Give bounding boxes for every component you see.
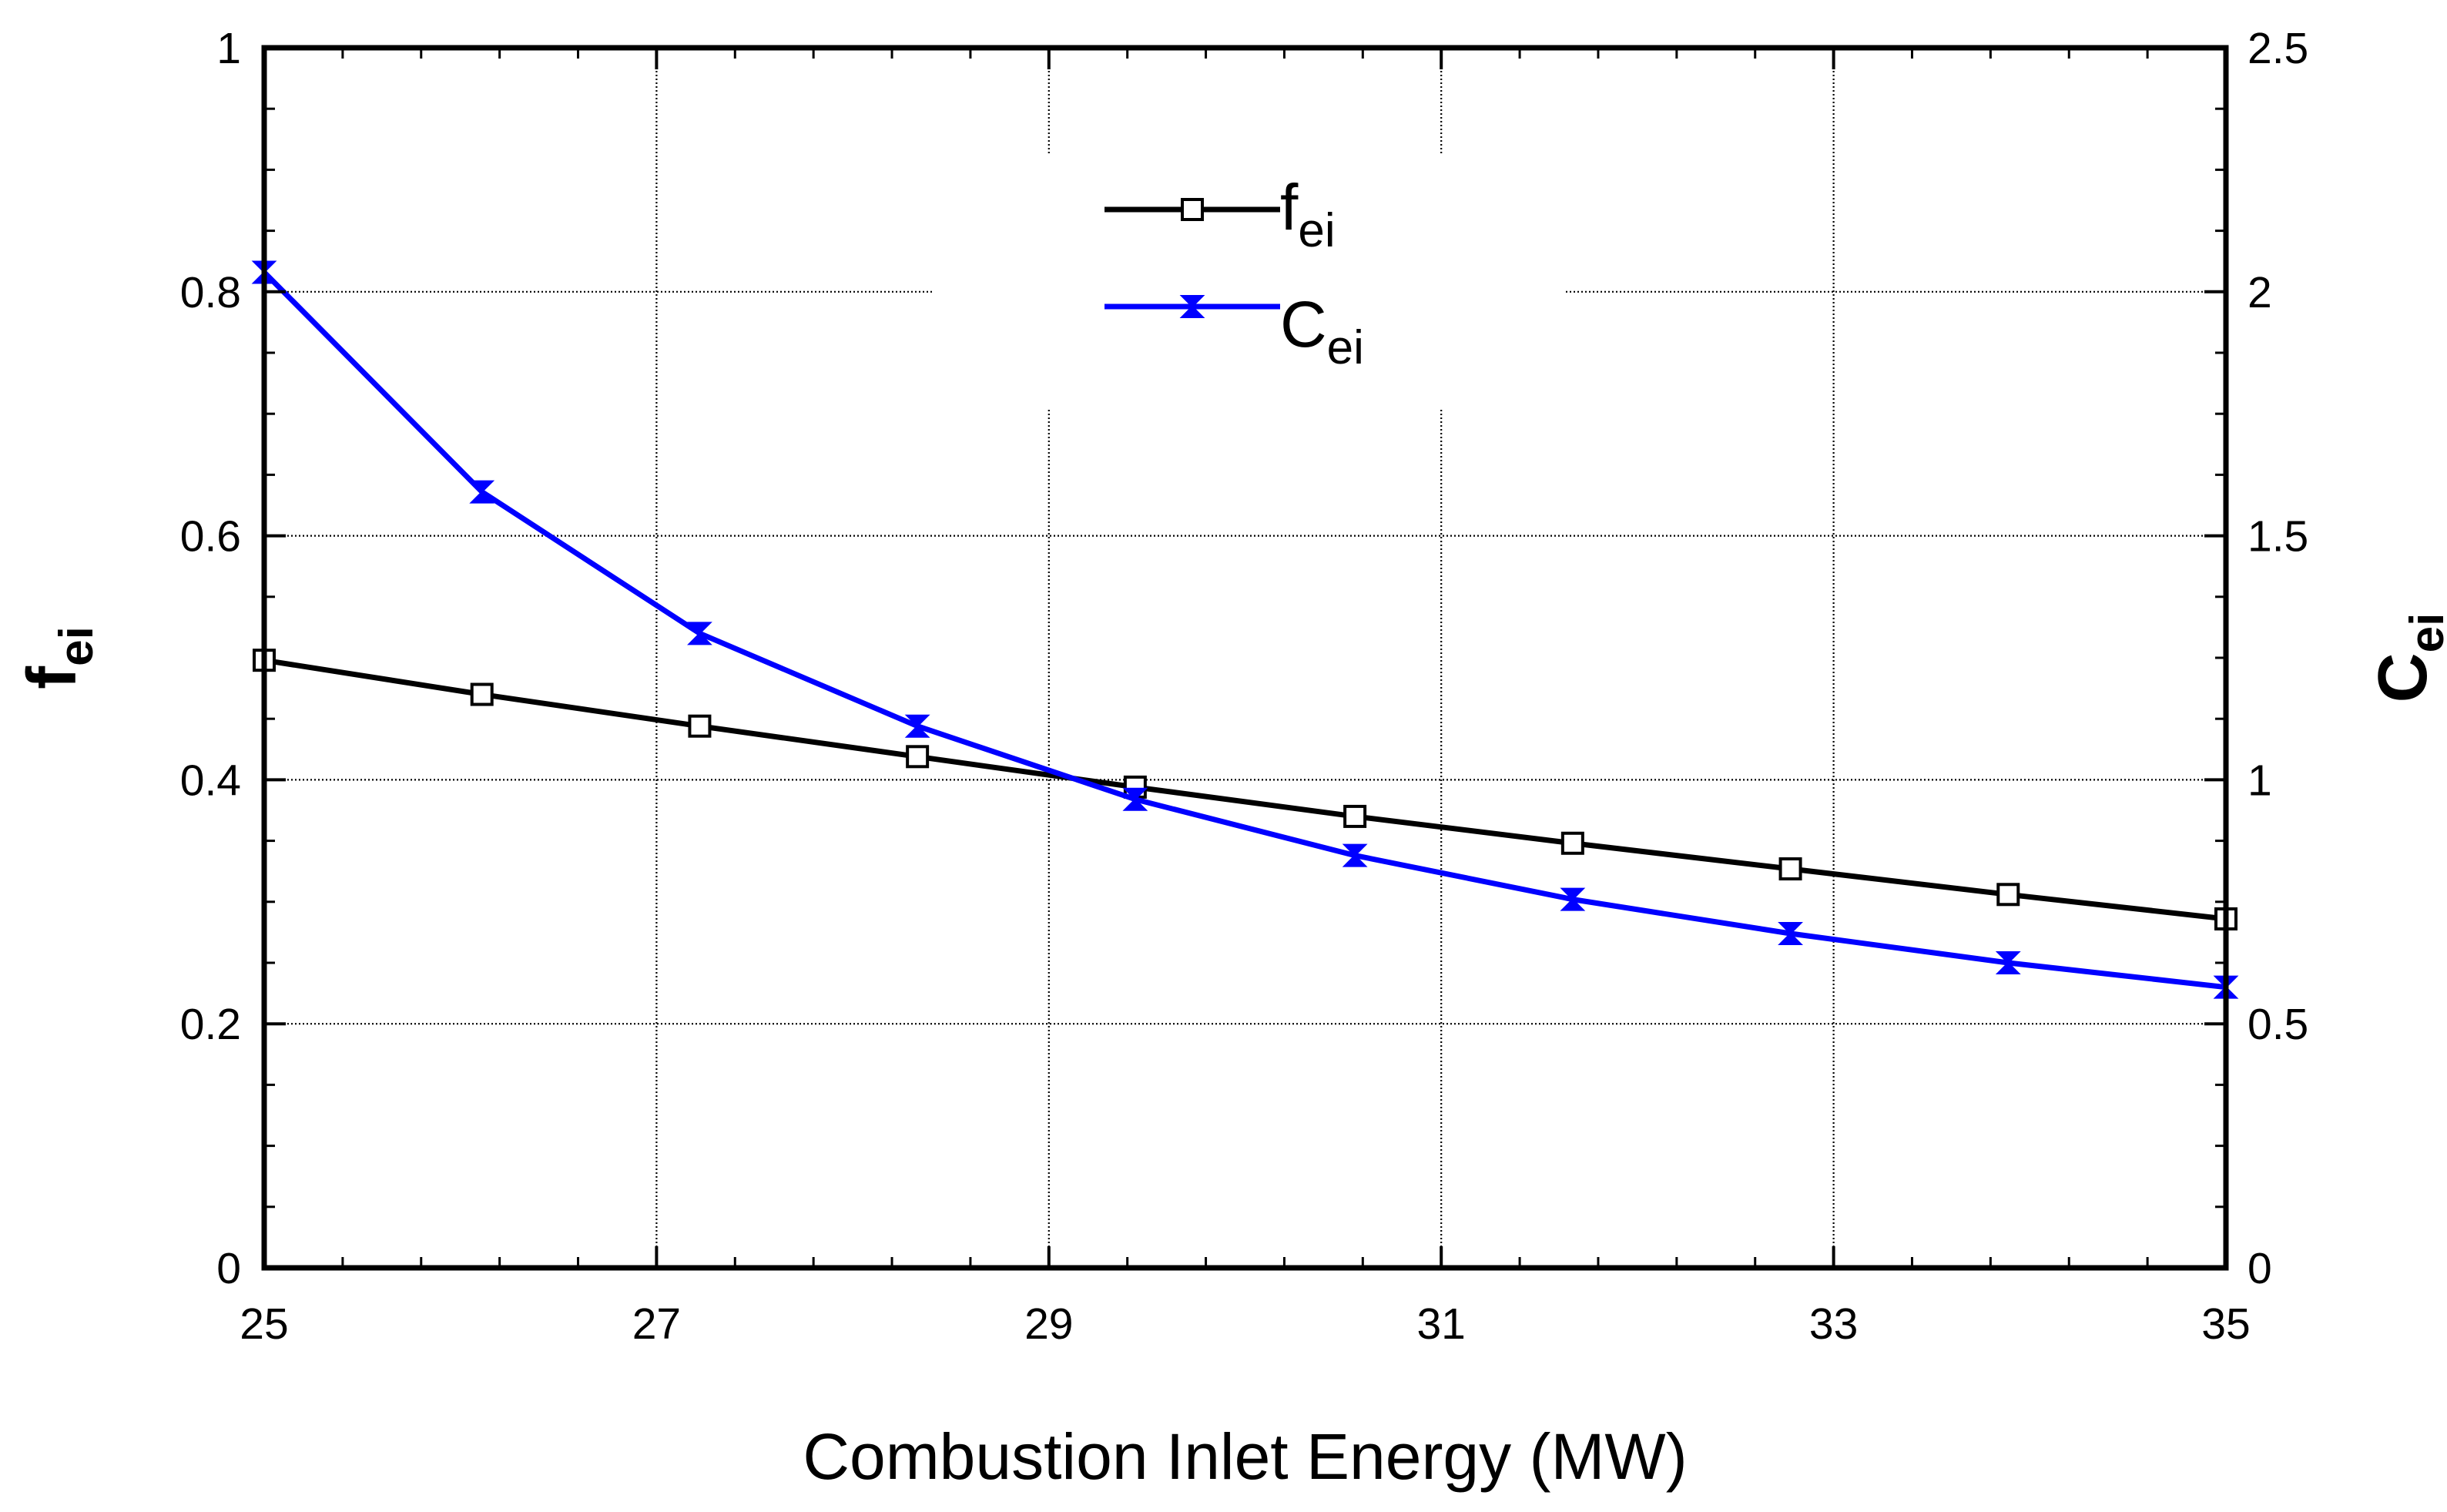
grid-lines	[264, 48, 2226, 1268]
legend-label-base: C	[1280, 288, 1327, 360]
legend-item-f_ei: fei	[1105, 171, 1336, 257]
y-axis-left-title: fei	[14, 626, 103, 689]
y-axis-left-title-sub: ei	[50, 626, 103, 666]
y-left-tick-label: 0.4	[180, 756, 241, 805]
data-point-C_ei	[469, 480, 495, 504]
data-point-f_ei	[1560, 831, 1584, 855]
series-line-C_ei	[262, 270, 2227, 991]
y-right-tick-label: 0	[2248, 1244, 2272, 1293]
series-C_ei	[251, 260, 2239, 999]
legend-item-C_ei: Cei	[1105, 288, 1364, 374]
data-point-f_ei	[906, 745, 930, 769]
data-point-f_ei	[1343, 804, 1367, 828]
data-point-f_ei	[1996, 883, 2020, 907]
x-tick-label: 33	[1809, 1299, 1858, 1349]
x-tick-label: 35	[2201, 1299, 2250, 1349]
y-axis-right-title-sub: ei	[2401, 613, 2447, 653]
y-left-tick-label: 0.2	[180, 1000, 241, 1049]
y-right-tick-label: 2	[2248, 268, 2272, 317]
data-point-C_ei	[687, 622, 712, 645]
x-tick-label: 31	[1416, 1299, 1465, 1349]
tick-labels: 25 27 29 31 33 35 0 0.2 0.4 0.6 0.8 1 0 0.5 1 1.5 2 2.5	[180, 24, 2309, 1349]
major-ticks	[263, 46, 2227, 1269]
plot-frame	[261, 45, 2229, 1271]
x-tick-label: 29	[1024, 1299, 1073, 1349]
x-tick-label: 27	[632, 1299, 681, 1349]
data-point-C_ei	[1122, 787, 1148, 811]
y-right-tick-label: 0.5	[2248, 1000, 2308, 1049]
legend-label-sub: ei	[1327, 321, 1364, 374]
data-point-f_ei	[688, 714, 712, 738]
y-left-tick-label: 0.6	[180, 512, 241, 562]
legend-marker-f_ei	[1181, 198, 1204, 221]
data-point-f_ei	[1778, 857, 1802, 881]
y-right-tick-label: 1.5	[2248, 512, 2308, 562]
data-point-C_ei	[1995, 951, 2021, 974]
data-point-C_ei	[1342, 843, 1368, 867]
legend-label-sub: ei	[1298, 204, 1335, 257]
y-axis-right-title-base: C	[2365, 652, 2442, 702]
x-axis-title: Combustion Inlet Energy (MW)	[803, 1420, 1687, 1493]
legend-background	[932, 154, 1564, 408]
data-point-C_ei	[1560, 887, 1586, 911]
x-tick-label: 25	[240, 1299, 288, 1349]
y-left-tick-label: 0	[216, 1244, 241, 1293]
legend-label-base: f	[1280, 171, 1299, 243]
legend-label-C_ei: Cei	[1280, 288, 1364, 374]
data-point-C_ei	[1778, 921, 1803, 945]
y-right-tick-label: 2.5	[2248, 24, 2308, 73]
y-axis-left-title-base: f	[14, 665, 91, 689]
legend-label-f_ei: fei	[1280, 171, 1336, 257]
y-axis-right-title: Cei	[2365, 613, 2447, 703]
data-point-f_ei	[470, 682, 494, 706]
y-left-tick-label: 1	[216, 24, 241, 73]
y-left-tick-label: 0.8	[180, 268, 241, 317]
series-line-f_ei	[263, 657, 2227, 922]
legend-marker-C_ei	[1179, 295, 1205, 318]
y-right-tick-label: 1	[2248, 756, 2272, 805]
data-point-C_ei	[904, 714, 930, 738]
